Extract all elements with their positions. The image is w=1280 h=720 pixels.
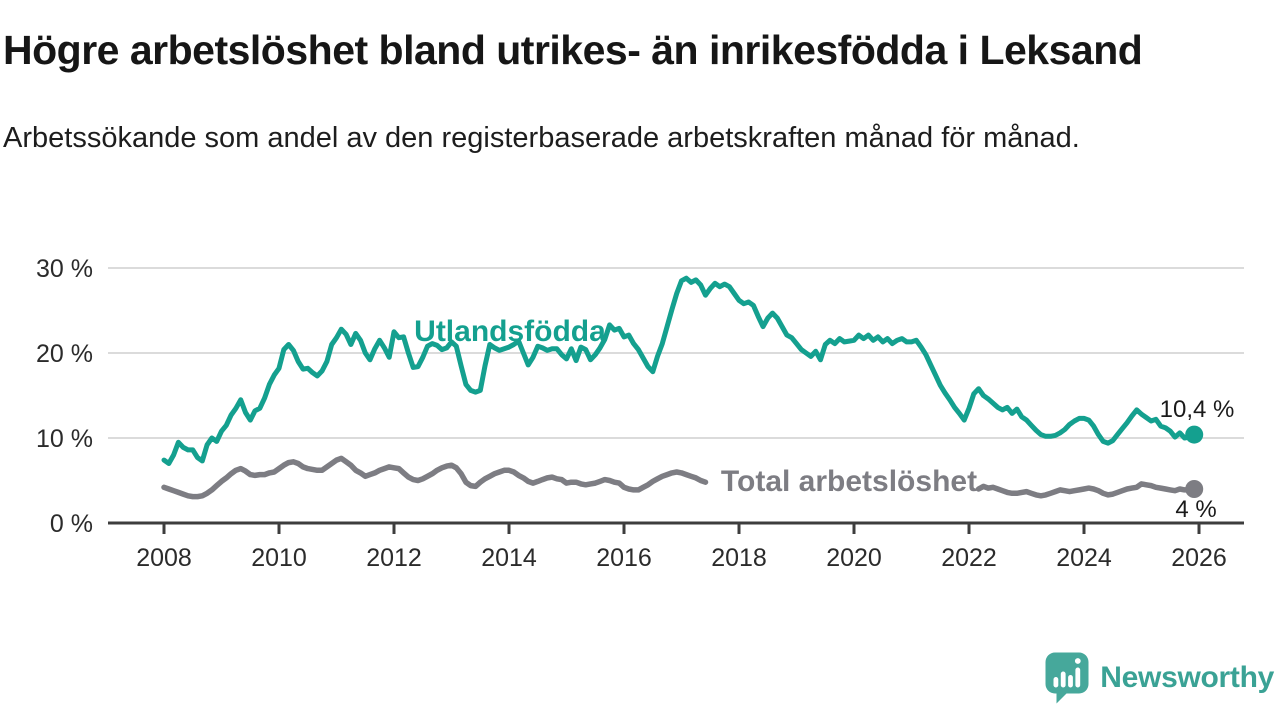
series-end-dot-total bbox=[1185, 480, 1204, 498]
series-label-utlandsfodda: Utlandsfödda bbox=[414, 315, 606, 348]
newsworthy-logo-text: Newsworthy bbox=[1100, 660, 1274, 694]
logo-exclamation-dot bbox=[1075, 658, 1081, 664]
end-value-label-utlandsfodda: 10,4 % bbox=[1160, 396, 1235, 423]
series-end-dot-utlandsfodda bbox=[1185, 425, 1204, 444]
y-tick-label-20: 20 % bbox=[36, 340, 93, 368]
end-value-label-total: 4 % bbox=[1175, 496, 1216, 523]
x-tick-label-2022: 2022 bbox=[941, 544, 997, 572]
x-tick-label-2014: 2014 bbox=[481, 544, 537, 572]
x-tick-label-2016: 2016 bbox=[596, 544, 652, 572]
x-tick-label-2026: 2026 bbox=[1171, 544, 1227, 572]
newsworthy-logo[interactable]: Newsworthy bbox=[1044, 651, 1274, 704]
x-tick-label-2024: 2024 bbox=[1056, 544, 1112, 572]
x-tick-label-2010: 2010 bbox=[251, 544, 307, 572]
series-label-total: Total arbetslöshet bbox=[721, 465, 977, 498]
y-tick-label-10: 10 % bbox=[36, 425, 93, 453]
y-tick-label-0: 0 % bbox=[50, 510, 93, 538]
series-line-utlandsfodda bbox=[161, 275, 1197, 466]
x-tick-label-2020: 2020 bbox=[826, 544, 882, 572]
logo-bar-2 bbox=[1061, 671, 1066, 688]
x-tick-label-2008: 2008 bbox=[136, 544, 192, 572]
x-tick-label-2012: 2012 bbox=[366, 544, 422, 572]
y-tick-label-30: 30 % bbox=[36, 255, 93, 283]
logo-exclamation-stem bbox=[1075, 667, 1081, 688]
newsworthy-logo-icon bbox=[1045, 652, 1089, 704]
logo-bar-1 bbox=[1053, 677, 1059, 688]
chart-subtitle: Arbetssökande som andel av den registerb… bbox=[3, 122, 1080, 154]
series-line-total bbox=[161, 455, 1197, 500]
chart-title: Högre arbetslöshet bland utrikes- än inr… bbox=[3, 27, 1143, 73]
logo-bar-3 bbox=[1068, 675, 1074, 688]
x-tick-label-2018: 2018 bbox=[711, 544, 767, 572]
